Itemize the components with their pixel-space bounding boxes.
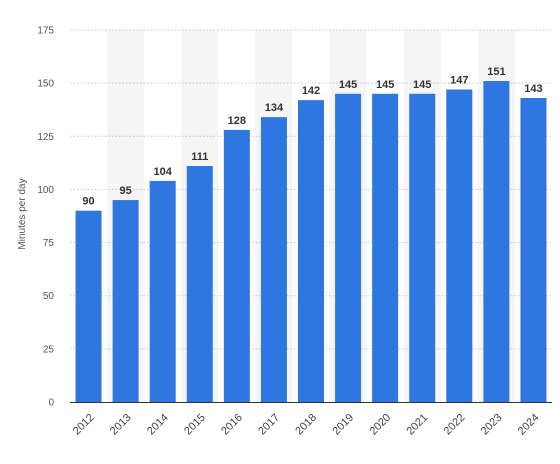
data-label-2012: 90 <box>82 196 94 208</box>
y-axis-ticks: 0 25 50 75 100 125 150 175 <box>37 26 54 409</box>
bar-2022 <box>446 89 473 403</box>
x-tick-label-2024: 2024 <box>516 412 542 438</box>
x-tick-label-2022: 2022 <box>442 412 468 438</box>
bar-2015 <box>186 166 213 402</box>
y-tick-label-175: 175 <box>37 26 54 37</box>
data-label-2024: 143 <box>524 83 542 95</box>
data-label-2022: 147 <box>450 75 468 87</box>
y-tick-label-150: 150 <box>37 79 54 90</box>
bar-2021 <box>409 93 436 403</box>
y-tick-label-75: 75 <box>43 238 55 249</box>
x-tick-label-2021: 2021 <box>405 412 431 438</box>
x-tick-label-2023: 2023 <box>479 412 505 438</box>
data-label-2019: 145 <box>339 79 357 91</box>
y-axis-label: Minutes per day <box>17 178 28 249</box>
x-tick-label-2014: 2014 <box>145 412 171 438</box>
bar-2017 <box>260 117 287 402</box>
bar-2019 <box>335 93 362 403</box>
bars <box>75 81 547 403</box>
data-label-2021: 145 <box>413 79 431 91</box>
bar-2020 <box>372 93 399 403</box>
data-label-2020: 145 <box>376 79 394 91</box>
bar-2024 <box>520 98 547 402</box>
data-label-2014: 104 <box>154 166 173 178</box>
y-tick-label-125: 125 <box>37 132 54 143</box>
x-tick-label-2019: 2019 <box>330 412 356 438</box>
bar-2016 <box>223 129 250 402</box>
y-tick-label-100: 100 <box>37 185 54 196</box>
x-tick-label-2020: 2020 <box>367 412 393 438</box>
y-tick-label-50: 50 <box>43 291 55 302</box>
bar-2014 <box>149 180 176 402</box>
x-tick-label-2015: 2015 <box>182 412 208 438</box>
x-tick-label-2016: 2016 <box>219 412 245 438</box>
data-label-2017: 134 <box>265 102 284 114</box>
bar-2013 <box>112 200 139 402</box>
bar-2023 <box>483 81 510 402</box>
data-label-2018: 142 <box>302 85 320 97</box>
x-tick-label-2017: 2017 <box>256 412 282 438</box>
data-label-2013: 95 <box>119 185 131 197</box>
x-tick-label-2018: 2018 <box>293 412 319 438</box>
y-tick-label-0: 0 <box>48 398 54 409</box>
bar-2018 <box>298 100 324 403</box>
bar-2012 <box>75 210 102 402</box>
y-tick-label-25: 25 <box>43 344 55 355</box>
x-tick-label-2012: 2012 <box>71 412 97 438</box>
data-label-2015: 111 <box>191 151 208 163</box>
data-label-2023: 151 <box>487 66 505 78</box>
x-tick-label-2013: 2013 <box>108 412 134 438</box>
data-labels: 90 95 104 111 128 134 142 145 145 145 147 151 143 <box>82 66 542 208</box>
x-axis-ticks: 2012 2013 2014 2015 2016 2017 2018 2019 2020 2021… <box>71 412 542 438</box>
data-label-2016: 128 <box>228 115 246 127</box>
